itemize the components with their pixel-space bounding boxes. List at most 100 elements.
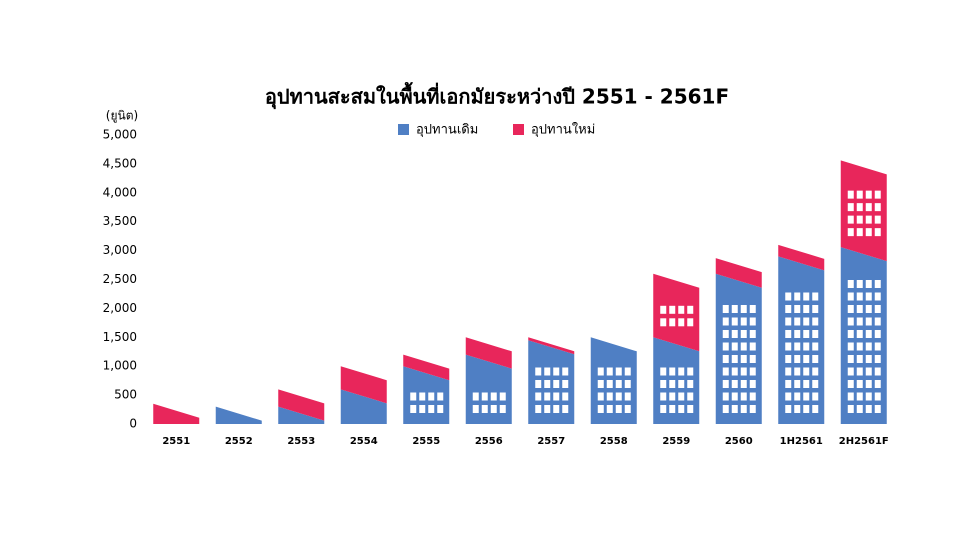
window (740, 342, 747, 351)
window (731, 367, 738, 376)
window (785, 392, 792, 401)
window (544, 405, 551, 413)
window (624, 367, 631, 376)
window (803, 367, 810, 376)
window (874, 405, 881, 413)
bar-segment (840, 247, 887, 424)
window (731, 355, 738, 363)
window (847, 215, 854, 224)
window (687, 405, 694, 413)
window (722, 317, 729, 326)
window (847, 317, 854, 326)
window (856, 228, 863, 237)
window (490, 405, 497, 413)
window (660, 405, 667, 413)
window (481, 405, 488, 413)
legend-swatch (513, 124, 524, 135)
window (722, 380, 729, 388)
window (678, 367, 685, 376)
bar-segment (153, 403, 200, 424)
window (615, 392, 622, 401)
window (722, 330, 729, 338)
window (794, 317, 801, 326)
window (812, 355, 819, 363)
window (794, 380, 801, 388)
x-tick-label: 1H2561 (780, 436, 823, 447)
bar-segment (278, 406, 325, 424)
window (749, 355, 756, 363)
window (553, 392, 560, 401)
window (562, 392, 569, 401)
window (606, 392, 613, 401)
window (535, 405, 542, 413)
x-tick-label: 2H2561F (839, 436, 889, 447)
window (669, 318, 676, 327)
window (865, 190, 872, 199)
window (731, 342, 738, 351)
window (847, 367, 854, 376)
window (874, 190, 881, 199)
window (847, 342, 854, 351)
y-tick-label: 5,000 (103, 128, 137, 142)
window (785, 317, 792, 326)
window (856, 330, 863, 338)
window (865, 280, 872, 288)
window (856, 317, 863, 326)
window (553, 380, 560, 388)
legend-label: อุปทานเดิม (416, 123, 478, 138)
window (865, 367, 872, 376)
bar-segment (465, 337, 512, 369)
window (865, 330, 872, 338)
window (740, 305, 747, 313)
window (660, 392, 667, 401)
window (865, 380, 872, 388)
bar-segment (528, 337, 575, 355)
window (856, 380, 863, 388)
x-tick-label: 2558 (600, 436, 628, 447)
window (847, 330, 854, 338)
window (722, 342, 729, 351)
window (856, 405, 863, 413)
window (856, 215, 863, 224)
x-tick-label: 2557 (537, 436, 565, 447)
window (803, 405, 810, 413)
window (874, 228, 881, 237)
window (794, 292, 801, 301)
x-tick-label: 2559 (662, 436, 690, 447)
window (437, 405, 444, 413)
window (865, 342, 872, 351)
window (794, 330, 801, 338)
window (874, 215, 881, 224)
window (740, 330, 747, 338)
window (624, 405, 631, 413)
window (856, 280, 863, 288)
window (740, 355, 747, 363)
bar-segment (340, 366, 387, 404)
window (856, 203, 863, 212)
window (597, 392, 604, 401)
window (535, 380, 542, 388)
window (794, 405, 801, 413)
window (847, 203, 854, 212)
window (785, 305, 792, 313)
x-tick-label: 2552 (225, 436, 253, 447)
window (749, 317, 756, 326)
window (794, 392, 801, 401)
window (812, 367, 819, 376)
window (544, 380, 551, 388)
window (722, 405, 729, 413)
y-tick-label: 1,000 (103, 359, 137, 373)
window (794, 305, 801, 313)
window (499, 405, 506, 413)
window (785, 330, 792, 338)
window (669, 367, 676, 376)
window (874, 280, 881, 288)
window (562, 405, 569, 413)
window (562, 380, 569, 388)
window (669, 305, 676, 314)
window (624, 380, 631, 388)
window (847, 392, 854, 401)
window (499, 392, 506, 401)
window (749, 405, 756, 413)
window (812, 292, 819, 301)
